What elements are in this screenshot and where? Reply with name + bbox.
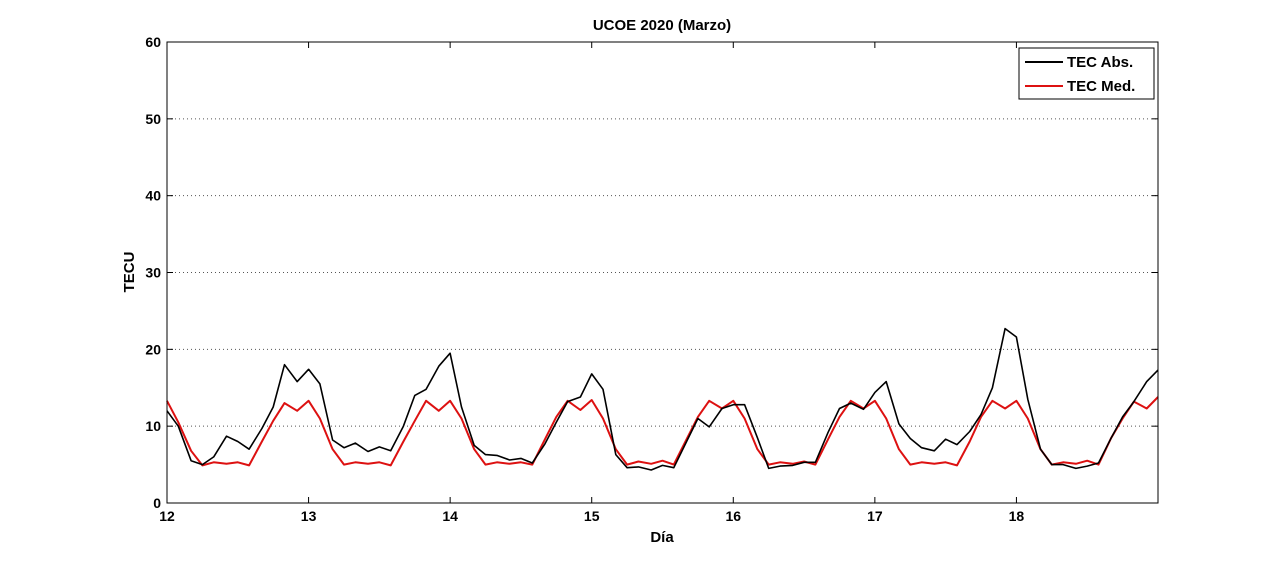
legend: TEC Abs. TEC Med. <box>1018 47 1155 100</box>
x-axis-label: Día <box>650 529 674 546</box>
y-axis-ticks: 0 10 20 30 40 50 60 <box>145 34 1158 511</box>
y-tick-label: 30 <box>145 265 161 281</box>
series-lines <box>166 327 1159 471</box>
legend-box <box>1018 47 1155 100</box>
legend-label-tec-med: TEC Med. <box>1067 78 1135 95</box>
y-tick-label: 40 <box>145 188 161 204</box>
y-tick-label: 20 <box>145 341 161 357</box>
x-tick-label: 14 <box>442 508 458 524</box>
y-tick-label: 50 <box>145 111 161 127</box>
y-tick-label: 60 <box>145 34 161 50</box>
plot-background <box>167 42 1158 503</box>
legend-label-tec-abs: TEC Abs. <box>1067 54 1133 71</box>
x-tick-label: 16 <box>725 508 741 524</box>
x-tick-label: 18 <box>1009 508 1025 524</box>
x-tick-label: 12 <box>159 508 175 524</box>
x-axis-ticks: 12 13 14 15 16 17 18 <box>159 42 1024 524</box>
y-tick-label: 0 <box>153 495 161 511</box>
series-line-tec-med <box>166 396 1159 467</box>
x-tick-label: 13 <box>301 508 317 524</box>
y-tick-label: 10 <box>145 418 161 434</box>
y-axis-label: TECU <box>121 252 138 293</box>
x-tick-label: 17 <box>867 508 883 524</box>
x-tick-label: 15 <box>584 508 600 524</box>
chart-title: UCOE 2020 (Marzo) <box>593 17 731 34</box>
series-line-tec-abs <box>166 327 1159 471</box>
